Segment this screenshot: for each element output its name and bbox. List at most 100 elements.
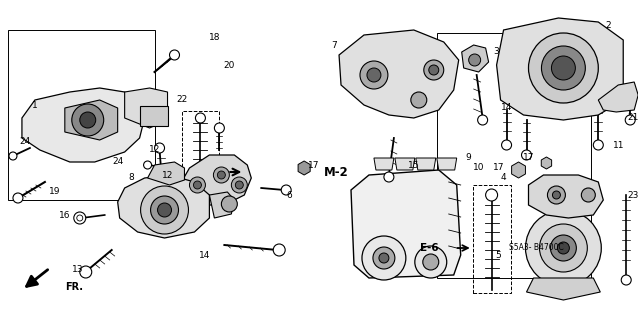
Circle shape [13, 193, 23, 203]
Circle shape [221, 196, 237, 212]
Text: 3: 3 [493, 48, 499, 56]
Text: 16: 16 [59, 211, 70, 219]
Circle shape [170, 50, 179, 60]
Bar [8, 30, 155, 200]
Text: 12: 12 [149, 145, 160, 154]
Circle shape [74, 212, 86, 224]
Circle shape [502, 140, 511, 150]
Circle shape [529, 33, 598, 103]
Text: 15: 15 [408, 160, 420, 169]
Polygon shape [374, 158, 394, 170]
Circle shape [195, 113, 205, 123]
Circle shape [281, 185, 291, 195]
Text: 19: 19 [49, 188, 61, 197]
Circle shape [189, 177, 205, 193]
Polygon shape [339, 30, 459, 118]
Circle shape [143, 161, 152, 169]
Circle shape [72, 104, 104, 136]
Text: 14: 14 [199, 250, 210, 259]
Polygon shape [497, 18, 623, 120]
Polygon shape [395, 158, 415, 170]
Circle shape [581, 188, 595, 202]
Circle shape [231, 177, 247, 193]
Circle shape [367, 68, 381, 82]
Bar [436, 33, 591, 278]
Circle shape [468, 54, 481, 66]
Circle shape [550, 235, 577, 261]
Text: 11: 11 [612, 140, 624, 150]
Circle shape [80, 112, 96, 128]
Text: 17: 17 [308, 160, 320, 169]
Circle shape [486, 189, 497, 201]
Polygon shape [298, 161, 310, 175]
Polygon shape [436, 158, 457, 170]
Circle shape [155, 143, 164, 153]
Text: 12: 12 [162, 170, 173, 180]
Text: 20: 20 [223, 61, 235, 70]
Text: 9: 9 [466, 153, 472, 162]
Text: 7: 7 [331, 41, 337, 49]
Circle shape [384, 172, 394, 182]
Circle shape [541, 46, 586, 90]
Polygon shape [182, 155, 252, 205]
Circle shape [621, 275, 631, 285]
Circle shape [362, 236, 406, 280]
Polygon shape [351, 170, 461, 278]
Polygon shape [461, 45, 488, 72]
Text: 23: 23 [627, 190, 639, 199]
Polygon shape [416, 158, 436, 170]
Polygon shape [209, 192, 234, 218]
Polygon shape [125, 88, 168, 128]
Polygon shape [511, 162, 525, 178]
Circle shape [218, 171, 225, 179]
Text: 24: 24 [19, 137, 31, 146]
Text: 14: 14 [501, 102, 512, 112]
Text: 18: 18 [209, 33, 220, 42]
Polygon shape [148, 162, 184, 185]
Polygon shape [118, 175, 209, 238]
Circle shape [525, 210, 602, 286]
Polygon shape [598, 82, 638, 112]
Text: 17: 17 [523, 153, 534, 162]
Text: M-2: M-2 [324, 166, 349, 179]
Circle shape [373, 247, 395, 269]
Bar [182, 111, 220, 191]
Text: E-6: E-6 [420, 243, 439, 253]
Text: 2: 2 [605, 20, 611, 29]
Circle shape [547, 186, 565, 204]
Text: 1: 1 [32, 100, 38, 109]
Circle shape [552, 56, 575, 80]
Circle shape [9, 152, 17, 160]
Circle shape [360, 61, 388, 89]
Text: 8: 8 [129, 174, 134, 182]
Circle shape [379, 253, 389, 263]
Circle shape [423, 254, 439, 270]
Circle shape [625, 115, 635, 125]
Text: 13: 13 [72, 265, 84, 275]
Circle shape [141, 186, 188, 234]
Circle shape [552, 191, 561, 199]
Text: 21: 21 [627, 114, 639, 122]
Polygon shape [527, 278, 600, 300]
Circle shape [193, 181, 202, 189]
Bar [140, 106, 168, 126]
Polygon shape [22, 88, 145, 162]
Circle shape [214, 123, 225, 133]
Circle shape [411, 92, 427, 108]
Circle shape [236, 181, 243, 189]
Polygon shape [541, 157, 552, 169]
Text: 6: 6 [286, 190, 292, 199]
Text: 22: 22 [176, 95, 187, 105]
Polygon shape [65, 100, 118, 140]
Circle shape [415, 246, 447, 278]
Circle shape [80, 266, 92, 278]
Circle shape [424, 60, 444, 80]
Circle shape [593, 140, 604, 150]
Text: 10: 10 [473, 164, 484, 173]
Polygon shape [529, 175, 604, 218]
Circle shape [540, 224, 588, 272]
Circle shape [273, 244, 285, 256]
Circle shape [522, 150, 531, 160]
Text: 17: 17 [493, 164, 504, 173]
Text: S5A3- B4700C: S5A3- B4700C [509, 243, 563, 253]
